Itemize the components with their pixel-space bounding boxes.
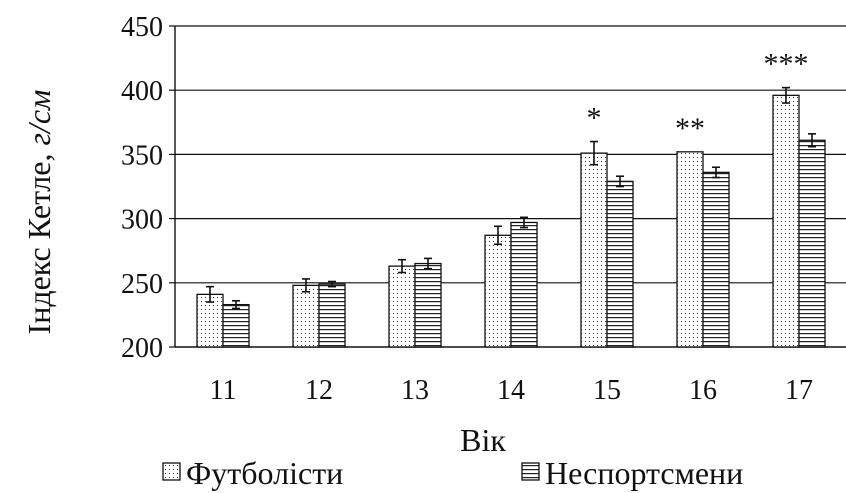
bars — [196, 94, 826, 348]
x-tick-label: 11 — [210, 375, 237, 406]
bar-footballers — [292, 284, 320, 348]
bar-non-athletes — [798, 139, 826, 348]
y-tick-label: 300 — [121, 205, 163, 236]
bar-non-athletes — [318, 283, 346, 348]
y-tick-label: 200 — [121, 333, 163, 364]
legend-swatch-dots — [162, 462, 181, 481]
significance-markers: * ***** — [587, 48, 809, 145]
x-tick-label: 17 — [785, 375, 813, 406]
legend-label-series-1: Футболісти — [186, 455, 343, 491]
bar-non-athletes — [414, 262, 442, 348]
y-axis-title-unit: г/см — [21, 90, 57, 146]
bar-footballers — [772, 94, 800, 348]
x-tick-label: 14 — [497, 375, 525, 406]
y-tick-label: 400 — [121, 76, 163, 107]
legend: Футболісти Неспортсмени — [162, 455, 743, 491]
x-tick-label: 13 — [401, 375, 429, 406]
significance-marker: ** — [675, 112, 705, 145]
x-tick-label: 12 — [305, 375, 333, 406]
bar-non-athletes — [222, 303, 250, 348]
error-bars — [206, 86, 816, 310]
x-tick-labels: 11 12 13 14 15 16 17 — [210, 375, 813, 406]
bar-footballers — [484, 234, 512, 348]
y-axis-title: Індекс Кетле, г/см — [21, 90, 57, 335]
y-tick-label: 350 — [121, 140, 163, 171]
bar-footballers — [580, 152, 608, 348]
y-tick-label: 450 — [121, 12, 163, 43]
bar-non-athletes — [606, 180, 634, 348]
y-tick-labels: 200 250 300 350 400 450 — [121, 12, 163, 364]
significance-marker: *** — [764, 48, 809, 81]
bar-non-athletes — [702, 171, 730, 348]
x-tick-label: 15 — [593, 375, 621, 406]
y-tick-label: 250 — [121, 269, 163, 300]
bar-footballers — [676, 151, 704, 348]
legend-label-series-2: Неспортсмени — [545, 455, 743, 491]
x-tick-label: 16 — [689, 375, 717, 406]
y-axis-title-main: Індекс Кетле, — [21, 154, 57, 335]
gridlines — [175, 25, 846, 284]
bar-footballers — [388, 265, 416, 348]
significance-marker: * — [587, 102, 602, 135]
legend-swatch-lines — [521, 462, 540, 481]
bar-non-athletes — [510, 221, 538, 348]
x-axis-title: Вік — [460, 422, 506, 458]
